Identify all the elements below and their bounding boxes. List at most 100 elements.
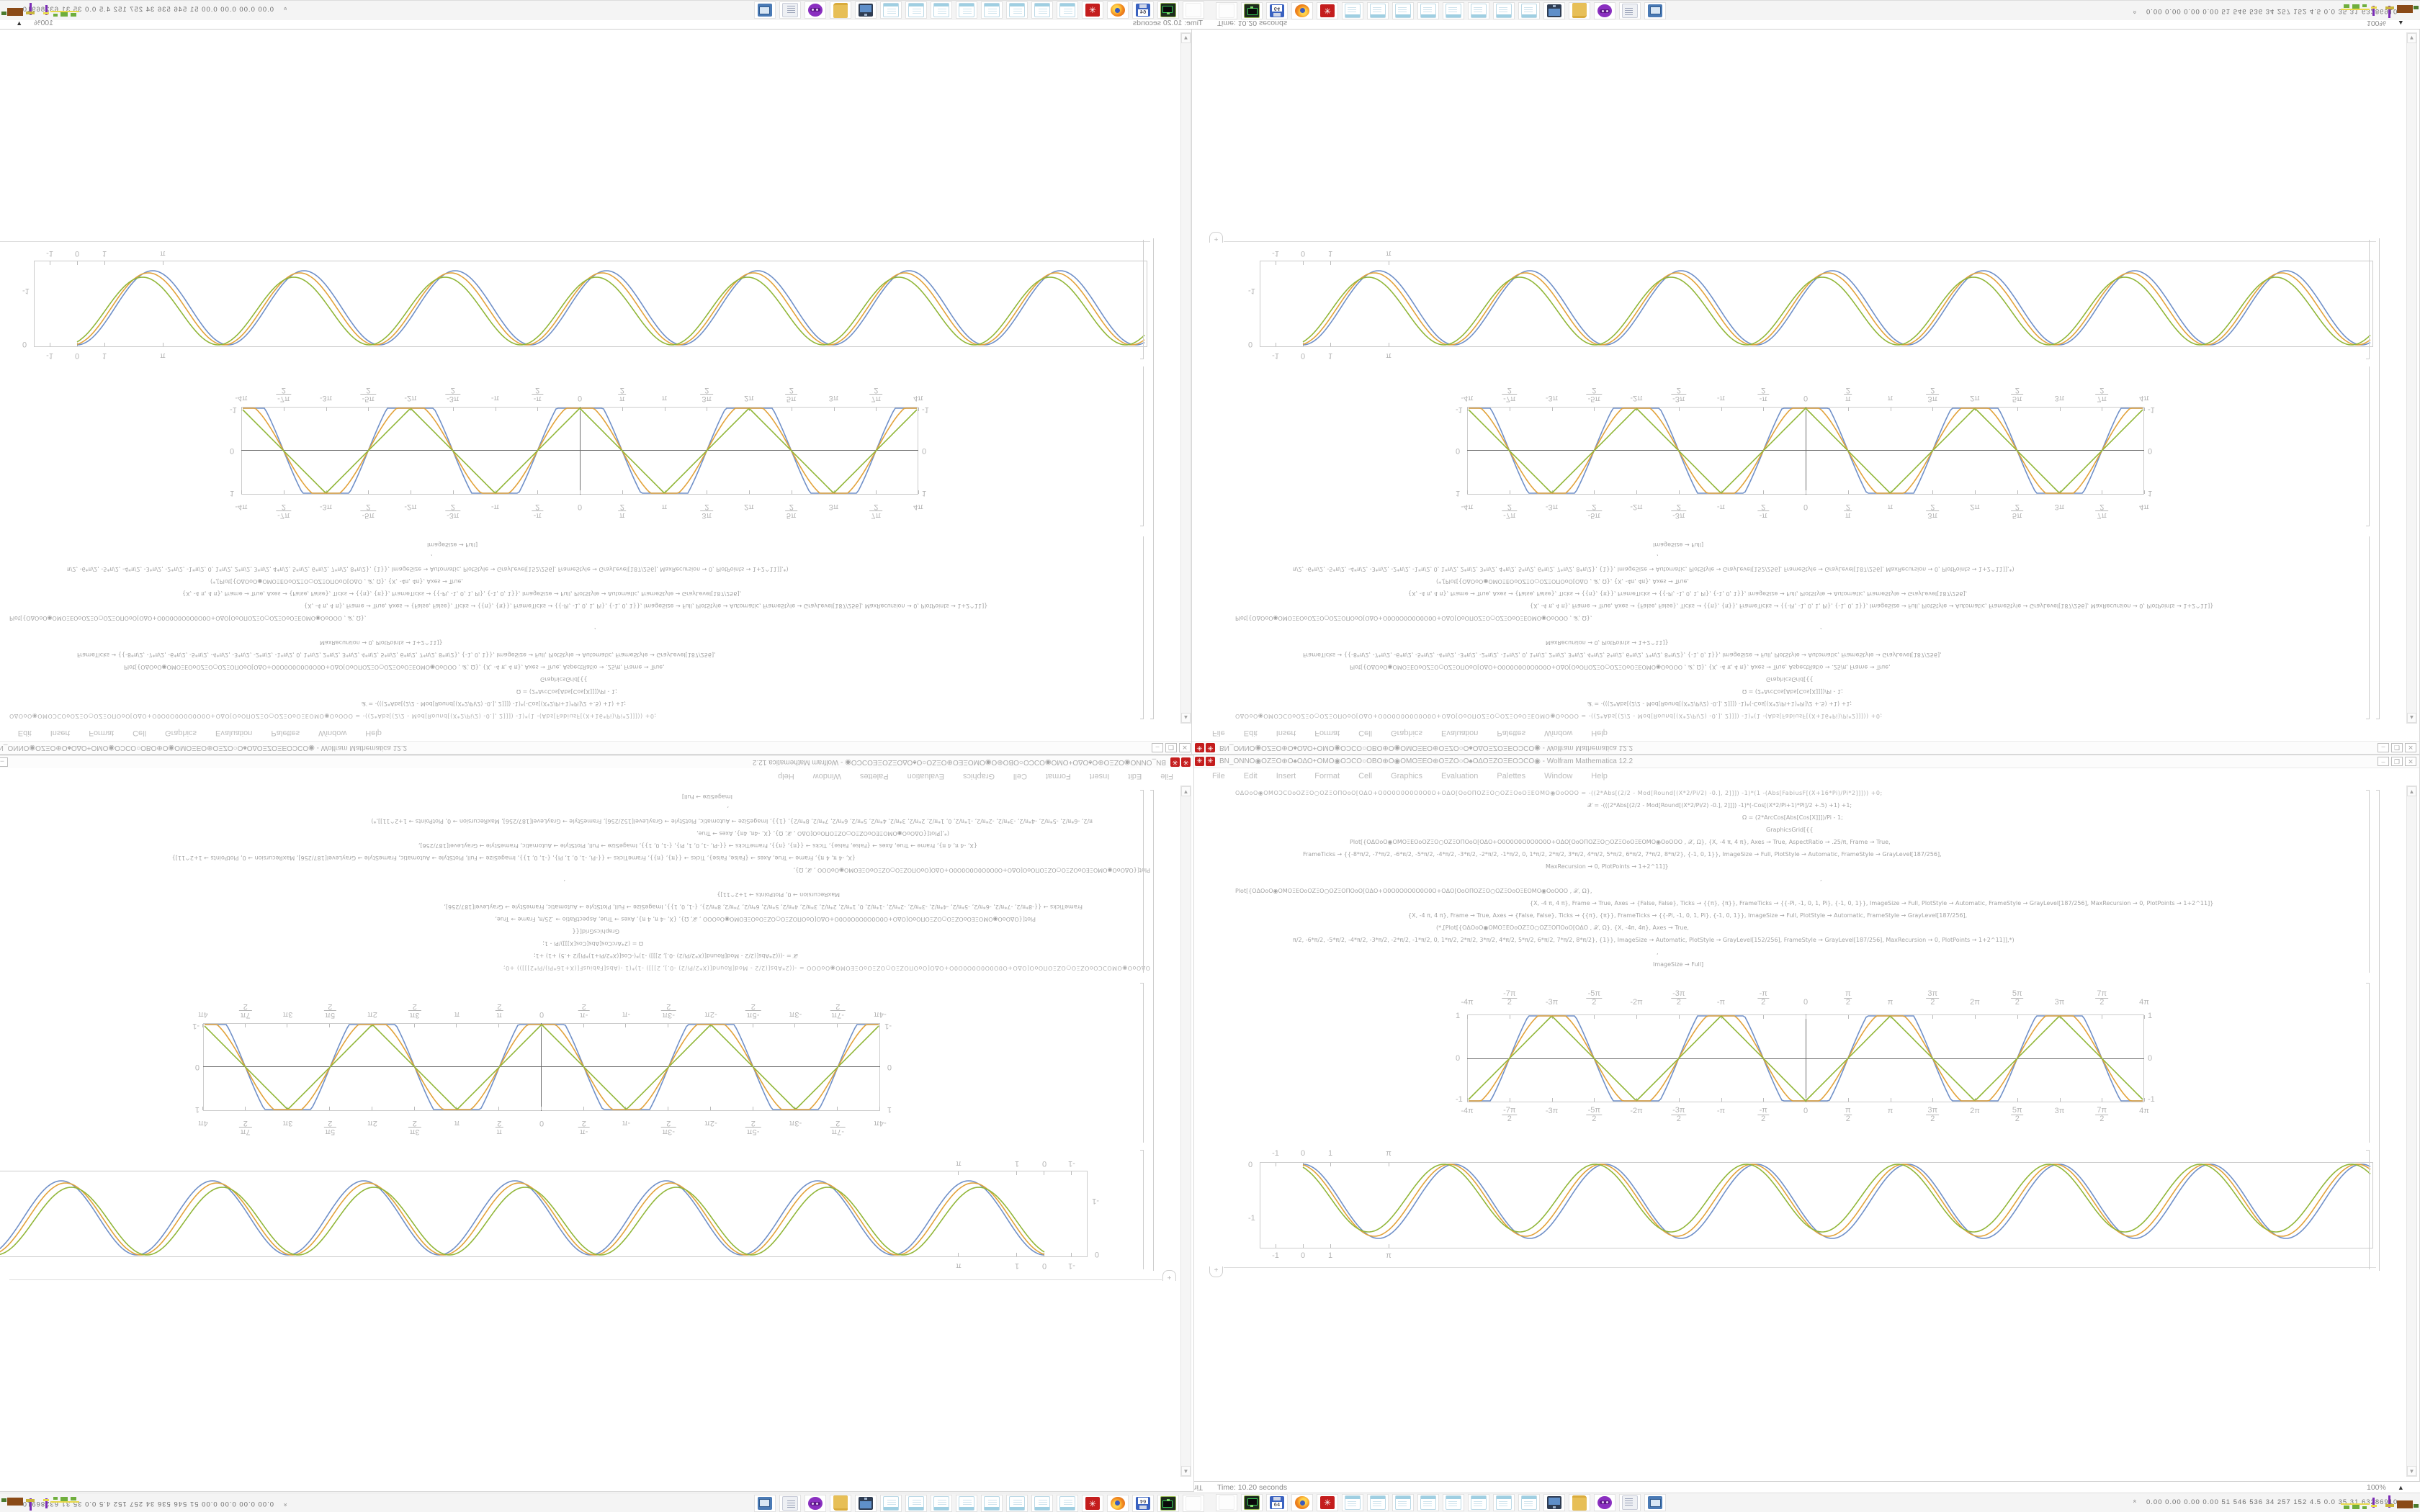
code-cell[interactable]: ΟΔΟοΟ◉ΟΜΟϽϹΟοΟΖΞΟ○ΟΖΞΟΠΟοΟ[ΟΔΟ+Ο0Ο0Ο0Ο0Ο… bbox=[0, 784, 1193, 977]
mathematica-window[interactable]: ✳ ✳ ΒΝ_ΟΝΝΟ◉ΟΖΞΟ⊕Ο♠ΟΔΟ+ΟΜΟ◉ΟϽϹΟ○ΟΒΟ⊕Ο◉ΟΜ… bbox=[1191, 755, 2420, 1492]
scroll-down-icon[interactable]: ▼ bbox=[1181, 33, 1191, 43]
taskbar-tile[interactable]: 64 bbox=[1132, 1, 1154, 19]
collapse-chevron-icon[interactable]: « bbox=[281, 6, 289, 11]
plot2-cell-bracket[interactable] bbox=[2366, 1150, 2370, 1269]
cell-group-bracket[interactable] bbox=[2376, 790, 2380, 1271]
collapse-chevron-icon[interactable]: « bbox=[281, 1503, 289, 1507]
menu-edit[interactable]: Edit bbox=[1128, 772, 1142, 780]
vertical-scrollbar[interactable]: ▲ ▼ bbox=[2406, 32, 2417, 724]
taskbar-tile[interactable]: ✳ bbox=[1082, 1495, 1103, 1512]
cell-group-bracket[interactable] bbox=[2379, 238, 2380, 719]
zoom-arrow-icon[interactable]: ▲ bbox=[2397, 1484, 2404, 1491]
insert-cell-indicator[interactable]: + bbox=[0, 1266, 1193, 1281]
window-titlebar[interactable]: ✳ ✳ ΒΝ_ΟΝΝΟ◉ΟΖΞΟ⊕Ο♠ΟΔΟ+ΟΜΟ◉ΟϽϹΟ○ΟΒΟ⊕Ο◉ΟΜ… bbox=[1192, 755, 2419, 768]
taskbar-tile[interactable] bbox=[1183, 1, 1204, 19]
code-cell-bracket[interactable] bbox=[1140, 790, 1144, 973]
collapse-chevron-icon[interactable]: « bbox=[2131, 1499, 2139, 1503]
menu-window[interactable]: Window bbox=[812, 772, 841, 780]
insert-cell-indicator[interactable]: + bbox=[1192, 228, 2419, 243]
taskbar-tile[interactable] bbox=[779, 1495, 801, 1512]
taskbar-tile[interactable] bbox=[805, 1, 826, 19]
close-button[interactable]: ✕ bbox=[1179, 743, 1191, 752]
scroll-down-icon[interactable]: ▼ bbox=[2407, 1466, 2416, 1476]
taskbar-tile[interactable] bbox=[1468, 2, 1489, 19]
zoom-arrow-icon[interactable]: ▲ bbox=[16, 19, 23, 27]
menu-help[interactable]: Help bbox=[1591, 772, 1608, 780]
menu-format[interactable]: Format bbox=[1314, 729, 1340, 737]
taskbar-tile[interactable] bbox=[1392, 2, 1414, 19]
menu-insert[interactable]: Insert bbox=[1089, 772, 1110, 780]
menu-file[interactable]: File bbox=[1212, 772, 1225, 780]
taskbar-tile[interactable]: 64 bbox=[1266, 2, 1288, 19]
taskbar-flipped-top[interactable]: 64 ✳ « 0.00 0.00 0.00 0.00 51 546 536 34 … bbox=[0, 0, 2420, 20]
taskbar-tile[interactable] bbox=[981, 1495, 1003, 1512]
taskbar-tile[interactable] bbox=[1619, 1494, 1641, 1511]
taskbar-tile[interactable] bbox=[830, 1, 851, 19]
taskbar-tile[interactable]: ✳ bbox=[1082, 1, 1103, 19]
taskbar-tile[interactable] bbox=[1493, 2, 1515, 19]
menu-help[interactable]: Help bbox=[365, 729, 382, 737]
taskbar-tile[interactable] bbox=[1216, 1494, 1237, 1511]
minimize-button[interactable]: – bbox=[2378, 743, 2389, 752]
menu-cell[interactable]: Cell bbox=[133, 729, 147, 737]
plot2-cell-bracket[interactable] bbox=[1143, 240, 1144, 359]
menu-help[interactable]: Help bbox=[1591, 729, 1608, 737]
zoom-control[interactable]: 100% ▲ bbox=[2367, 1483, 2404, 1492]
taskbar-tile[interactable] bbox=[1216, 2, 1237, 19]
menu-insert[interactable]: Insert bbox=[1276, 772, 1296, 780]
menu-palettes[interactable]: Palettes bbox=[271, 729, 300, 737]
taskbar-tile[interactable] bbox=[1594, 1494, 1615, 1511]
scroll-down-icon[interactable]: ▼ bbox=[2407, 33, 2416, 43]
menu-window[interactable]: Window bbox=[1544, 729, 1573, 737]
plot1-cell-bracket[interactable] bbox=[1143, 366, 1144, 526]
taskbar-tile[interactable] bbox=[1518, 1494, 1540, 1511]
collapse-chevron-icon[interactable]: « bbox=[2131, 10, 2139, 14]
scroll-down-icon[interactable]: ▼ bbox=[1181, 1466, 1191, 1476]
taskbar-tile[interactable] bbox=[981, 1, 1003, 19]
taskbar-tile[interactable] bbox=[830, 1495, 851, 1512]
taskbar-tile[interactable] bbox=[1157, 1, 1179, 19]
minimize-button[interactable]: – bbox=[0, 757, 8, 767]
taskbar-tile[interactable] bbox=[1493, 1494, 1515, 1511]
taskbar-tile[interactable] bbox=[1543, 1494, 1565, 1511]
taskbar-tile[interactable] bbox=[1107, 1, 1129, 19]
menu-evaluation[interactable]: Evaluation bbox=[1441, 729, 1479, 737]
taskbar-tile[interactable] bbox=[880, 1, 902, 19]
menu-window[interactable]: Window bbox=[1544, 772, 1573, 780]
taskbar-tile[interactable] bbox=[1241, 1494, 1263, 1511]
menu-edit[interactable]: Edit bbox=[17, 729, 32, 737]
code-cell[interactable]: ΟΔΟοΟ◉ΟΜΟϽϹΟοΟΖΞΟ○ΟΖΞΟΠΟοΟ[ΟΔΟ+Ο0Ο0Ο0Ο0Ο… bbox=[1192, 532, 2419, 725]
menu-file[interactable]: File bbox=[1212, 729, 1225, 737]
taskbar-tile[interactable] bbox=[1342, 2, 1363, 19]
taskbar-tile[interactable] bbox=[1392, 1494, 1414, 1511]
taskbar-tile[interactable] bbox=[1367, 2, 1389, 19]
scroll-up-icon[interactable]: ▲ bbox=[2407, 786, 2416, 796]
menu-evaluation[interactable]: Evaluation bbox=[215, 729, 253, 737]
taskbar-tile[interactable] bbox=[931, 1, 952, 19]
mathematica-window-mirrored-left[interactable]: ✳ ✳ ΒΝ_ΟΝΝΟ◉ΟΖΞΟ⊕Ο♠ΟΔΟ+ΟΜΟ◉ΟϽϹΟ○ΟΒΟ⊕Ο◉ΟΜ… bbox=[0, 755, 1194, 1492]
taskbar-tile[interactable] bbox=[905, 1495, 927, 1512]
menu-palettes[interactable]: Palettes bbox=[1497, 729, 1526, 737]
taskbar-tile[interactable] bbox=[1569, 1494, 1590, 1511]
taskbar-tile[interactable] bbox=[1417, 1494, 1439, 1511]
window-titlebar[interactable]: ✳ ✳ ΒΝ_ΟΝΝΟ◉ΟΖΞΟ⊕Ο♠ΟΔΟ+ΟΜΟ◉ΟϽϹΟ○ΟΒΟ⊕Ο◉ΟΜ… bbox=[0, 755, 1193, 768]
window-titlebar[interactable]: ✳ ✳ ΒΝ_ΟΝΝΟ◉ΟΖΞΟ⊕Ο♠ΟΔΟ+ΟΜΟ◉ΟϽϹΟ○ΟΒΟ⊕Ο◉ΟΜ… bbox=[1192, 741, 2419, 754]
taskbar-tile[interactable] bbox=[1291, 2, 1313, 19]
vertical-scrollbar[interactable]: ▲ ▼ bbox=[1180, 32, 1191, 724]
taskbar-tile[interactable] bbox=[931, 1495, 952, 1512]
menu-graphics[interactable]: Graphics bbox=[165, 729, 197, 737]
scroll-up-icon[interactable]: ▲ bbox=[1181, 786, 1191, 796]
taskbar-tile[interactable] bbox=[1057, 1495, 1078, 1512]
taskbar-tile[interactable] bbox=[1417, 2, 1439, 19]
code-cell-bracket[interactable] bbox=[1143, 536, 1144, 719]
plot1-cell-bracket[interactable] bbox=[2369, 366, 2370, 526]
menu-cell[interactable]: Cell bbox=[1358, 772, 1373, 780]
taskbar-tile[interactable] bbox=[1183, 1495, 1204, 1512]
taskbar-tile[interactable] bbox=[905, 1, 927, 19]
add-cell-plus[interactable]: + bbox=[1209, 232, 1223, 243]
menu-evaluation[interactable]: Evaluation bbox=[1441, 772, 1479, 780]
taskbar-tile[interactable] bbox=[805, 1495, 826, 1512]
menu-evaluation[interactable]: Evaluation bbox=[907, 772, 944, 780]
taskbar[interactable]: 64 ✳ « 0.00 0.00 0.00 0.00 51 546 536 34 … bbox=[0, 1493, 2420, 1512]
taskbar-tile[interactable] bbox=[1569, 2, 1590, 19]
